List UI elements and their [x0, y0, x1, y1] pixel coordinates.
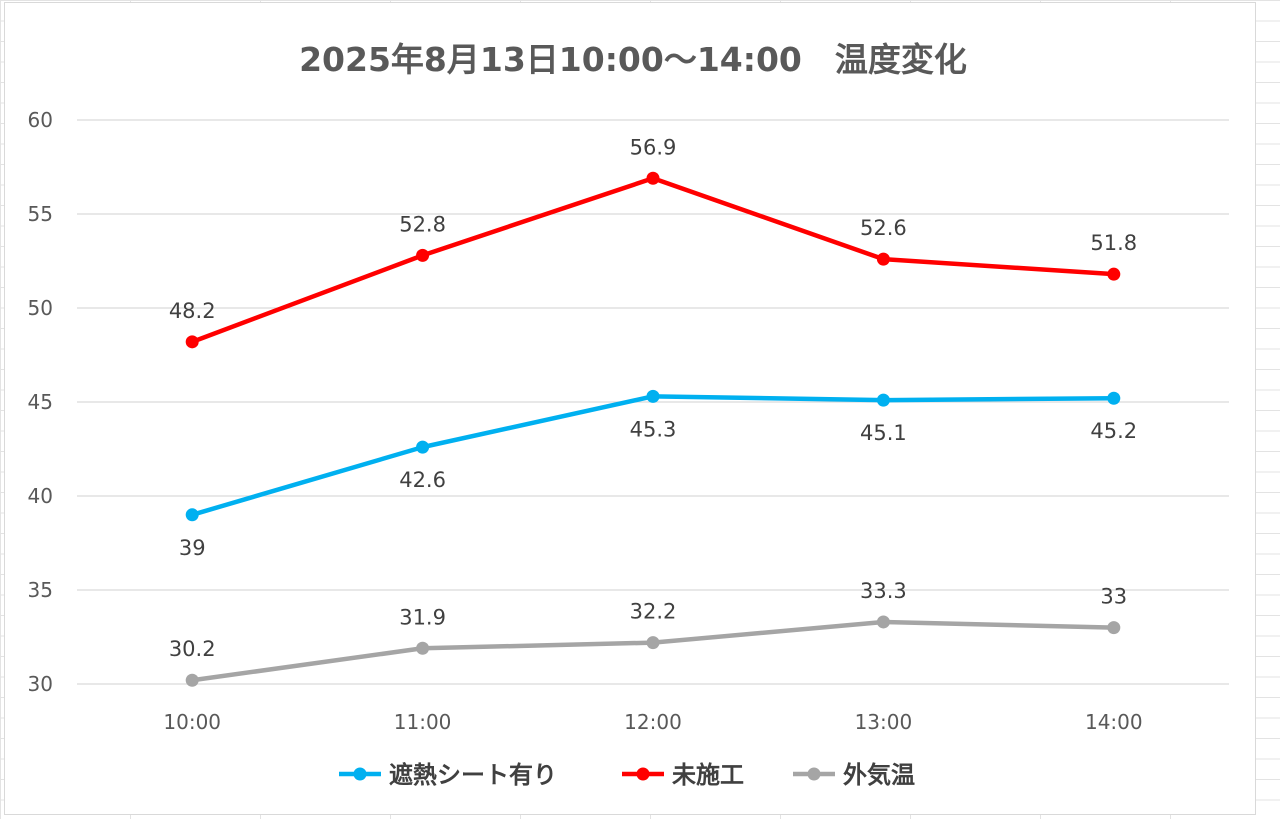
chart-title: 2025年8月13日10:00～14:00 温度変化: [299, 40, 967, 79]
y-axis-ticks: 30 35 40 45 50 55 60: [28, 108, 53, 696]
data-label: 48.2: [169, 299, 216, 323]
data-label: 42.6: [399, 468, 446, 492]
y-tick-label: 45: [28, 390, 53, 414]
y-tick-label: 35: [28, 578, 53, 602]
data-label: 30.2: [169, 637, 216, 661]
data-label: 56.9: [630, 135, 677, 159]
series-line[interactable]: [189, 619, 1117, 683]
data-point[interactable]: [1107, 391, 1121, 405]
data-label: 45.3: [630, 417, 677, 441]
data-point[interactable]: [646, 171, 660, 185]
legend-marker: [807, 767, 821, 781]
data-point[interactable]: [416, 641, 430, 655]
gridlines: [77, 119, 1229, 685]
legend-label: 未施工: [672, 761, 744, 789]
legend-item-1[interactable]: 未施工: [622, 761, 744, 789]
data-point[interactable]: [416, 440, 430, 454]
legend-item-2[interactable]: 外気温: [793, 761, 915, 789]
data-label: 39: [179, 536, 206, 560]
line-chart: 2025年8月13日10:00～14:00 温度変化 30 35 40 45 50 55 6…: [28, 40, 1229, 789]
y-tick-label: 30: [28, 672, 53, 696]
x-tick-label: 12:00: [624, 710, 682, 734]
series-1[interactable]: 48.2 52.8 56.9 52.6 51.8: [169, 135, 1137, 349]
series-layer: 39 42.6 45.3 45.1 45.2 48.2 52.8 56.9 52.6 51.8 30…: [169, 135, 1137, 687]
data-label: 33.3: [860, 579, 907, 603]
data-point[interactable]: [876, 252, 890, 266]
data-point[interactable]: [185, 508, 199, 522]
y-tick-label: 50: [28, 296, 53, 320]
legend-marker: [353, 767, 367, 781]
data-label: 31.9: [399, 605, 446, 629]
x-tick-label: 11:00: [394, 710, 452, 734]
y-tick-label: 60: [28, 108, 53, 132]
data-point[interactable]: [876, 393, 890, 407]
data-label: 51.8: [1090, 231, 1137, 255]
data-point[interactable]: [1107, 267, 1121, 281]
x-axis-ticks: 10:00 11:00 12:00 13:00 14:00: [163, 710, 1142, 734]
data-point[interactable]: [646, 636, 660, 650]
data-point[interactable]: [185, 673, 199, 687]
data-label: 52.6: [860, 216, 907, 240]
legend-label: 外気温: [843, 761, 915, 789]
x-tick-label: 14:00: [1085, 710, 1143, 734]
data-point[interactable]: [876, 615, 890, 629]
data-point[interactable]: [185, 335, 199, 349]
x-tick-label: 10:00: [163, 710, 221, 734]
data-point[interactable]: [646, 389, 660, 403]
legend-item-0[interactable]: 遮熱シート有り: [339, 761, 557, 789]
series-line[interactable]: [189, 176, 1117, 345]
data-point[interactable]: [416, 248, 430, 262]
data-label: 52.8: [399, 212, 446, 236]
x-tick-label: 13:00: [855, 710, 913, 734]
series-line[interactable]: [189, 394, 1117, 518]
chart-area[interactable]: 2025年8月13日10:00～14:00 温度変化 30 35 40 45 50 55 6…: [4, 2, 1256, 815]
y-tick-label: 40: [28, 484, 53, 508]
legend-label: 遮熱シート有り: [389, 761, 557, 789]
series-0[interactable]: 39 42.6 45.3 45.1 45.2: [179, 389, 1137, 560]
y-tick-label: 55: [28, 202, 53, 226]
legend-marker: [636, 767, 650, 781]
data-label: 45.2: [1090, 419, 1137, 443]
data-label: 32.2: [630, 600, 677, 624]
legend[interactable]: 遮熱シート有り 未施工 外気温: [339, 761, 915, 789]
data-label: 33: [1100, 585, 1127, 609]
data-label: 45.1: [860, 421, 907, 445]
series-2[interactable]: 30.2 31.9 32.2 33.3 33: [169, 579, 1127, 687]
data-point[interactable]: [1107, 621, 1121, 635]
